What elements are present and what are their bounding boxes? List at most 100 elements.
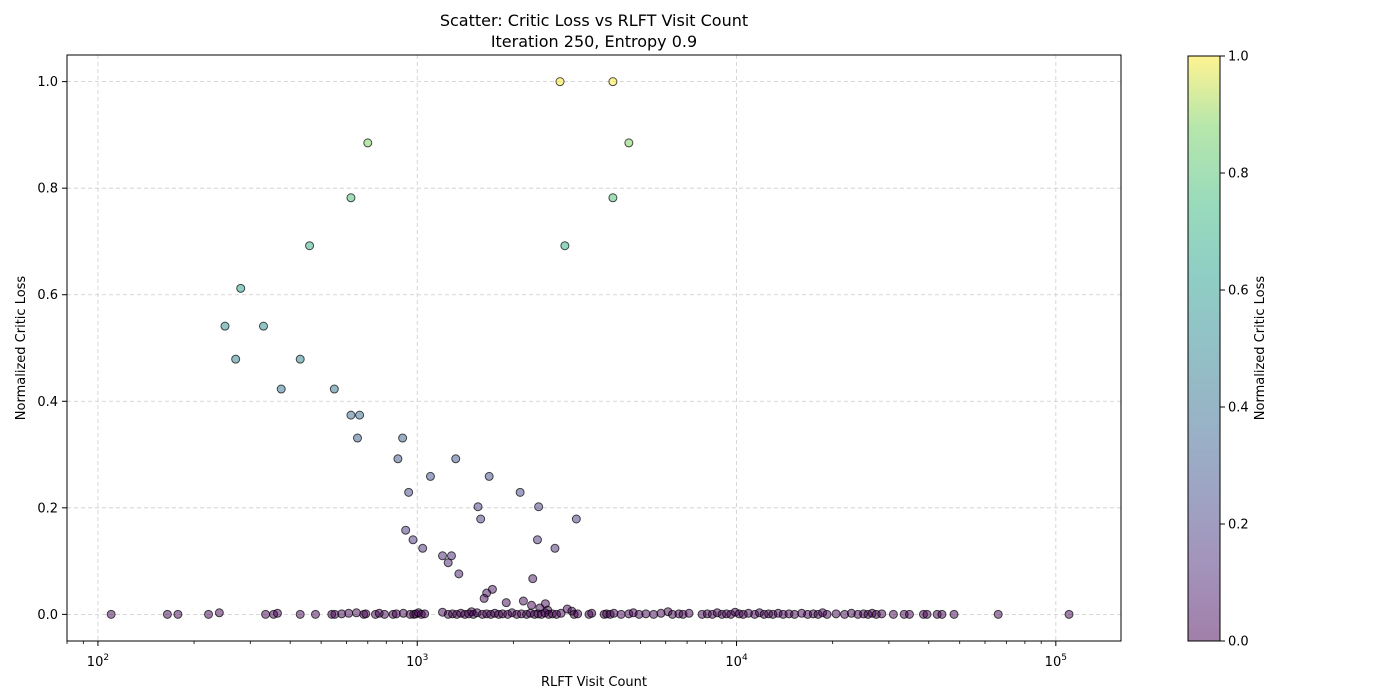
colorbar-tick-label: 0.6 — [1228, 284, 1249, 299]
scatter-point — [363, 138, 373, 148]
scatter-point — [641, 609, 651, 619]
scatter-point — [656, 608, 666, 618]
scatter-point — [476, 514, 486, 524]
scatter-point — [556, 608, 566, 618]
scatter-point — [231, 354, 241, 364]
scatter-point — [276, 384, 286, 394]
scatter-point — [361, 609, 371, 619]
chart-title: Scatter: Critic Loss vs RLFT Visit Count — [440, 11, 748, 30]
colorbar-tick-label: 0.2 — [1228, 518, 1249, 533]
scatter-point — [346, 410, 356, 420]
scatter-point — [949, 609, 959, 619]
scatter-point — [560, 241, 570, 251]
scatter-point — [380, 609, 390, 619]
y-tick-label: 0.2 — [37, 501, 58, 516]
scatter-point — [877, 609, 887, 619]
scatter-point — [162, 609, 172, 619]
y-tick-label: 0.0 — [37, 608, 58, 623]
data-points — [106, 77, 1074, 619]
colorbar-tick-label: 0.8 — [1228, 167, 1249, 182]
scatter-point — [344, 608, 354, 618]
x-axis-label: RLFT Visit Count — [541, 675, 647, 690]
scatter-point — [922, 609, 932, 619]
y-tick-label: 1.0 — [37, 75, 58, 90]
scatter-point — [518, 596, 528, 606]
scatter-point — [555, 77, 565, 87]
scatter-point — [438, 551, 448, 561]
scatter-point — [295, 609, 305, 619]
scatter-point — [451, 454, 461, 464]
scatter-point — [408, 535, 418, 545]
scatter-point — [295, 354, 305, 364]
scatter-point — [993, 609, 1003, 619]
scatter-point — [609, 608, 619, 618]
grid — [67, 55, 1121, 641]
scatter-point — [204, 609, 214, 619]
axes: 102 103 104 105 0.0 0.2 0.4 0.6 0.8 1.0 — [37, 54, 1122, 670]
scatter-point — [305, 241, 315, 251]
chart-subtitle: Iteration 250, Entropy 0.9 — [491, 32, 697, 51]
scatter-point — [106, 609, 116, 619]
scatter-point — [649, 609, 659, 619]
scatter-point — [425, 471, 435, 481]
colorbar-gradient — [1187, 55, 1221, 642]
colorbar-tick-label: 0.0 — [1228, 635, 1249, 650]
scatter-point — [443, 558, 453, 568]
scatter-point — [573, 609, 583, 619]
y-tick-label: 0.8 — [37, 182, 58, 197]
scatter-point — [527, 600, 537, 610]
y-axis-label: Normalized Critic Loss — [14, 276, 29, 421]
scatter-point — [398, 433, 408, 443]
scatter-point — [393, 454, 403, 464]
scatter-point — [220, 321, 230, 331]
colorbar-tick-label: 0.4 — [1228, 401, 1249, 416]
scatter-point — [831, 609, 841, 619]
scatter-point — [684, 608, 694, 618]
scatter-point — [355, 410, 365, 420]
scatter-point — [501, 598, 511, 608]
y-tick-label: 0.6 — [37, 288, 58, 303]
scatter-point — [173, 609, 183, 619]
scatter-point — [532, 535, 542, 545]
scatter-point — [473, 502, 483, 512]
scatter-point — [608, 193, 618, 203]
scatter-point — [571, 514, 581, 524]
scatter-point — [353, 433, 363, 443]
y-tick-label: 0.4 — [37, 395, 58, 410]
scatter-point — [550, 543, 560, 553]
scatter-point — [272, 608, 282, 618]
scatter-point — [587, 608, 597, 618]
scatter-point — [616, 609, 626, 619]
scatter-point — [351, 608, 361, 618]
scatter-point — [310, 609, 320, 619]
scatter-point — [454, 569, 464, 579]
scatter-point — [937, 609, 947, 619]
x-tick-label: 103 — [406, 653, 428, 670]
plot-frame — [66, 54, 1122, 642]
scatter-point — [346, 193, 356, 203]
scatter-point — [236, 283, 246, 293]
scatter-point — [214, 608, 224, 618]
scatter-point — [418, 543, 428, 553]
scatter-point — [904, 609, 914, 619]
scatter-point — [484, 471, 494, 481]
scatter-point — [259, 321, 269, 331]
x-tick-label: 102 — [87, 653, 109, 670]
scatter-point — [420, 609, 430, 619]
scatter-point — [404, 487, 414, 497]
x-tick-label: 105 — [1045, 653, 1067, 670]
scatter-point — [401, 525, 411, 535]
scatter-point — [608, 77, 618, 87]
scatter-point — [822, 609, 832, 619]
scatter-point — [528, 574, 538, 584]
scatter-point — [534, 502, 544, 512]
scatter-point — [479, 593, 489, 603]
scatter-point — [329, 384, 339, 394]
x-tick-label: 104 — [725, 653, 748, 670]
scatter-point — [515, 487, 525, 497]
colorbar-tick-label: 1.0 — [1228, 50, 1249, 65]
colorbar: 0.0 0.2 0.4 0.6 0.8 1.0 — [1187, 50, 1249, 650]
scatter-point — [888, 609, 898, 619]
scatter-point — [624, 138, 634, 148]
